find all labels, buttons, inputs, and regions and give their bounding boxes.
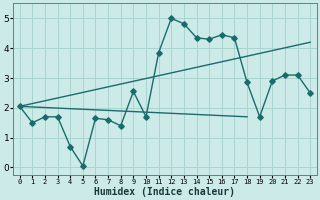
X-axis label: Humidex (Indice chaleur): Humidex (Indice chaleur): [94, 186, 236, 197]
